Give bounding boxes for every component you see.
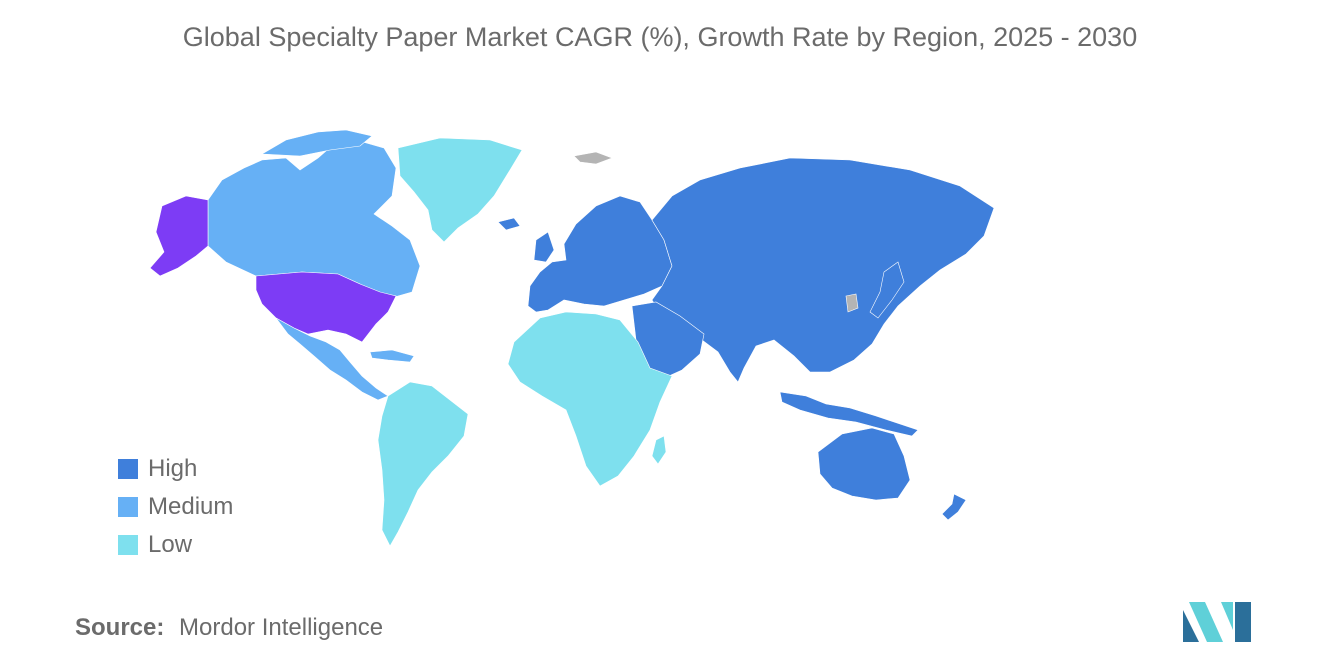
region-madagascar [651,435,667,465]
region-alaska [149,195,209,277]
region-iceland [497,217,521,231]
region-asia [651,157,995,383]
logo-shape-right-light [1221,602,1233,630]
region-new-zealand [941,493,967,521]
region-no-data-korea [845,293,859,313]
region-canada-islands [260,129,373,157]
region-southeast-asia [779,391,919,437]
region-south-america [377,381,469,547]
legend-swatch-low [118,535,138,555]
mordor-intelligence-logo-icon [1183,602,1251,642]
logo-shape-right-dark [1235,602,1251,642]
legend-label-low: Low [148,531,193,558]
chart-title: Global Specialty Paper Market CAGR (%), … [182,22,1138,52]
legend-item-medium: Medium [118,488,233,526]
source-name: Mordor Intelligence [179,614,384,641]
logo-shape-middle [1189,602,1223,642]
region-greenland [397,137,523,243]
region-caribbean [369,349,415,363]
region-no-data-arctic [573,151,613,165]
legend-swatch-medium [118,497,138,517]
legend-label-medium: Medium [148,493,234,520]
region-united-states [255,271,397,343]
region-africa [507,311,673,487]
legend-item-low: Low [118,526,233,564]
legend-item-high: High [118,450,233,488]
region-australia [817,427,911,501]
legend-label-high: High [148,455,198,482]
legend: High Medium Low [118,450,233,564]
region-uk-ireland [533,231,555,263]
logo-shape-left [1183,610,1199,642]
source-line: Source: Mordor Intelligence [75,614,383,642]
source-prefix: Source: [75,614,165,641]
region-japan [869,261,905,319]
legend-swatch-high [118,459,138,479]
